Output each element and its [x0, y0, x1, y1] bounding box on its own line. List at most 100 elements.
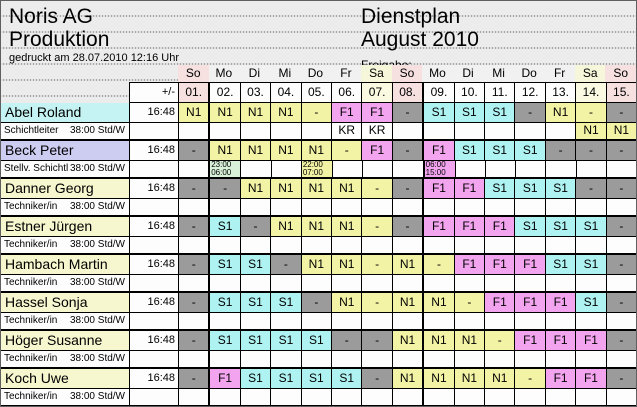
- shift-subcell[interactable]: [361, 313, 392, 329]
- shift-cell[interactable]: F1: [575, 369, 606, 389]
- shift-subcell[interactable]: N1: [575, 123, 606, 139]
- shift-subcell[interactable]: [178, 199, 209, 215]
- shift-cell[interactable]: -: [605, 331, 636, 351]
- shift-subcell[interactable]: [484, 351, 515, 367]
- shift-cell[interactable]: N1: [300, 217, 332, 237]
- shift-subcell[interactable]: [239, 313, 271, 329]
- shift-cell[interactable]: F1: [484, 293, 515, 313]
- shift-cell[interactable]: S1: [270, 331, 301, 351]
- shift-subcell[interactable]: [331, 237, 362, 253]
- shift-subcell[interactable]: [453, 199, 485, 215]
- shift-subcell[interactable]: [270, 313, 301, 329]
- shift-subcell[interactable]: [208, 389, 240, 405]
- shift-subcell[interactable]: [544, 313, 576, 329]
- shift-cell[interactable]: F1: [453, 179, 485, 199]
- shift-cell[interactable]: F1: [422, 217, 454, 237]
- shift-subcell[interactable]: [422, 313, 454, 329]
- shift-subcell[interactable]: [300, 275, 332, 291]
- employee-name[interactable]: Danner Georg: [1, 179, 129, 199]
- shift-cell[interactable]: F1: [514, 293, 545, 313]
- shift-cell[interactable]: -: [178, 293, 209, 313]
- shift-cell[interactable]: N1: [239, 141, 271, 161]
- shift-cell[interactable]: N1: [270, 141, 301, 161]
- shift-cell[interactable]: F1: [514, 255, 545, 275]
- shift-subcell[interactable]: [514, 275, 545, 291]
- shift-subcell[interactable]: [484, 199, 515, 215]
- shift-cell[interactable]: F1: [422, 141, 454, 161]
- shift-subcell[interactable]: [514, 237, 545, 253]
- shift-subcell[interactable]: [575, 351, 606, 367]
- shift-cell[interactable]: -: [178, 331, 209, 351]
- shift-subcell[interactable]: [361, 199, 392, 215]
- shift-cell[interactable]: N1: [331, 217, 362, 237]
- shift-cell[interactable]: N1: [331, 179, 362, 199]
- shift-cell[interactable]: N1: [239, 179, 271, 199]
- shift-cell[interactable]: N1: [300, 141, 332, 161]
- shift-cell[interactable]: N1: [270, 103, 301, 123]
- shift-cell[interactable]: -: [605, 255, 636, 275]
- shift-subcell[interactable]: [575, 199, 606, 215]
- shift-cell[interactable]: -: [575, 179, 606, 199]
- shift-subcell[interactable]: [208, 275, 240, 291]
- shift-subcell[interactable]: [178, 389, 209, 405]
- shift-subcell[interactable]: [239, 123, 271, 139]
- shift-subcell[interactable]: [239, 351, 271, 367]
- shift-cell[interactable]: F1: [208, 369, 240, 389]
- shift-cell[interactable]: F1: [484, 217, 515, 237]
- shift-cell[interactable]: F1: [544, 331, 576, 351]
- employee-name[interactable]: Abel Roland: [1, 103, 129, 123]
- shift-cell[interactable]: -: [514, 369, 545, 389]
- shift-subcell[interactable]: [422, 389, 454, 405]
- shift-subcell[interactable]: [422, 199, 454, 215]
- shift-cell[interactable]: N1: [331, 293, 362, 313]
- shift-subcell[interactable]: [605, 313, 636, 329]
- shift-cell[interactable]: -: [361, 255, 392, 275]
- shift-cell[interactable]: S1: [514, 141, 545, 161]
- shift-cell[interactable]: S1: [575, 217, 606, 237]
- shift-subcell[interactable]: [178, 161, 209, 177]
- shift-cell[interactable]: S1: [453, 103, 485, 123]
- shift-cell[interactable]: -: [453, 293, 485, 313]
- shift-cell[interactable]: -: [178, 255, 209, 275]
- shift-subcell[interactable]: [485, 161, 516, 177]
- shift-cell[interactable]: S1: [239, 331, 271, 351]
- shift-cell[interactable]: -: [361, 369, 392, 389]
- shift-cell[interactable]: -: [300, 103, 332, 123]
- shift-subcell[interactable]: [484, 237, 515, 253]
- shift-subcell[interactable]: [391, 199, 423, 215]
- shift-cell[interactable]: N1: [391, 331, 423, 351]
- shift-cell[interactable]: -: [178, 369, 209, 389]
- shift-cell[interactable]: -: [544, 141, 576, 161]
- shift-subcell[interactable]: [605, 389, 636, 405]
- shift-subcell[interactable]: [239, 199, 271, 215]
- shift-subcell[interactable]: [300, 123, 332, 139]
- employee-name[interactable]: Hassel Sonja: [1, 293, 129, 313]
- shift-subcell[interactable]: 06:00 15:00: [422, 161, 455, 177]
- shift-subcell[interactable]: [484, 123, 515, 139]
- shift-cell[interactable]: -: [361, 217, 392, 237]
- shift-cell[interactable]: S1: [575, 255, 606, 275]
- shift-subcell[interactable]: KR: [331, 123, 362, 139]
- shift-cell[interactable]: F1: [453, 217, 485, 237]
- shift-subcell[interactable]: [270, 237, 301, 253]
- shift-subcell[interactable]: [544, 237, 576, 253]
- shift-cell[interactable]: -: [178, 141, 209, 161]
- shift-subcell[interactable]: [605, 275, 636, 291]
- shift-cell[interactable]: -: [605, 103, 636, 123]
- shift-cell[interactable]: S1: [484, 141, 515, 161]
- shift-cell[interactable]: F1: [544, 369, 576, 389]
- employee-name[interactable]: Hambach Martin: [1, 255, 129, 275]
- shift-cell[interactable]: N1: [422, 369, 454, 389]
- shift-subcell[interactable]: [239, 237, 271, 253]
- shift-cell[interactable]: S1: [270, 369, 301, 389]
- shift-cell[interactable]: N1: [391, 293, 423, 313]
- shift-subcell[interactable]: [514, 351, 545, 367]
- shift-subcell[interactable]: [270, 351, 301, 367]
- shift-subcell[interactable]: [300, 237, 332, 253]
- shift-cell[interactable]: N1: [544, 103, 576, 123]
- shift-subcell[interactable]: [454, 161, 486, 177]
- shift-cell[interactable]: N1: [270, 217, 301, 237]
- shift-cell[interactable]: -: [270, 255, 301, 275]
- shift-cell[interactable]: F1: [514, 331, 545, 351]
- shift-subcell[interactable]: [270, 275, 301, 291]
